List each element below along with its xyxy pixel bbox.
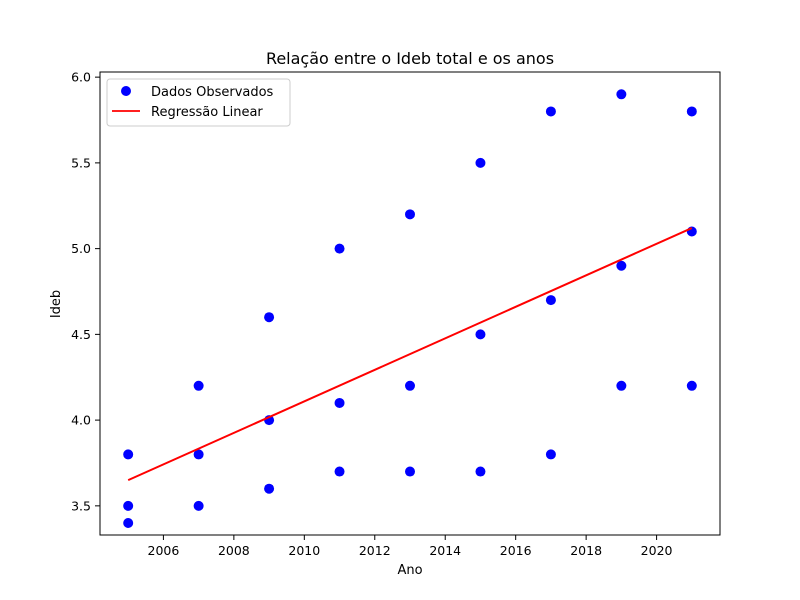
data-point xyxy=(405,209,415,220)
data-point xyxy=(686,380,697,391)
y-tick-label: 5.5 xyxy=(71,155,91,170)
plot-frame xyxy=(99,71,721,536)
data-point xyxy=(686,106,697,117)
y-tick-label: 4.5 xyxy=(71,327,91,342)
legend-marker-observed xyxy=(121,86,131,96)
x-axis-label: Ano xyxy=(397,563,422,578)
x-tick-label: 2006 xyxy=(148,543,180,558)
data-point xyxy=(193,500,204,511)
legend-box xyxy=(106,78,291,127)
y-tick-label: 4.0 xyxy=(71,413,91,428)
data-point xyxy=(405,466,415,477)
data-point xyxy=(545,449,556,460)
legend-label-regression: Regressão Linear xyxy=(151,105,263,120)
data-point xyxy=(123,449,134,460)
y-tick-label: 5.0 xyxy=(71,241,91,256)
data-point xyxy=(123,517,134,528)
data-point xyxy=(405,380,415,391)
legend: Dados Observados Regressão Linear xyxy=(106,78,291,127)
data-point xyxy=(686,226,697,237)
x-tick-label: 2016 xyxy=(500,543,532,558)
x-tick-label: 2014 xyxy=(429,543,461,558)
data-point xyxy=(616,89,627,100)
data-point xyxy=(475,466,486,477)
chart-title: Relação entre o Ideb total e os anos xyxy=(266,49,554,68)
x-axis-ticks: 2006 2008 2010 2012 2014 2016 2018 2020 xyxy=(148,535,673,558)
x-tick-label: 2020 xyxy=(641,543,673,558)
data-point xyxy=(264,483,275,494)
data-point xyxy=(264,312,275,323)
y-axis-ticks: 3.5 4.0 4.5 5.0 5.5 6.0 xyxy=(71,70,100,513)
data-point xyxy=(475,329,486,340)
data-point xyxy=(193,380,204,391)
x-tick-label: 2010 xyxy=(288,543,320,558)
x-tick-label: 2018 xyxy=(570,543,602,558)
data-point xyxy=(616,380,627,391)
legend-label-observed: Dados Observados xyxy=(151,85,274,100)
data-point xyxy=(193,449,204,460)
regression-line xyxy=(127,227,693,482)
data-point xyxy=(616,260,627,271)
data-point xyxy=(334,243,345,254)
data-point xyxy=(334,466,345,477)
data-marks xyxy=(123,89,697,528)
y-tick-label: 3.5 xyxy=(71,498,91,513)
data-point xyxy=(123,500,134,511)
y-axis-label: Ideb xyxy=(49,290,64,318)
x-tick-label: 2012 xyxy=(359,543,391,558)
x-tick-label: 2008 xyxy=(218,543,250,558)
data-point xyxy=(545,106,556,117)
data-point xyxy=(475,157,486,168)
data-point xyxy=(334,397,345,408)
data-point xyxy=(545,295,556,306)
y-tick-label: 6.0 xyxy=(71,70,91,85)
